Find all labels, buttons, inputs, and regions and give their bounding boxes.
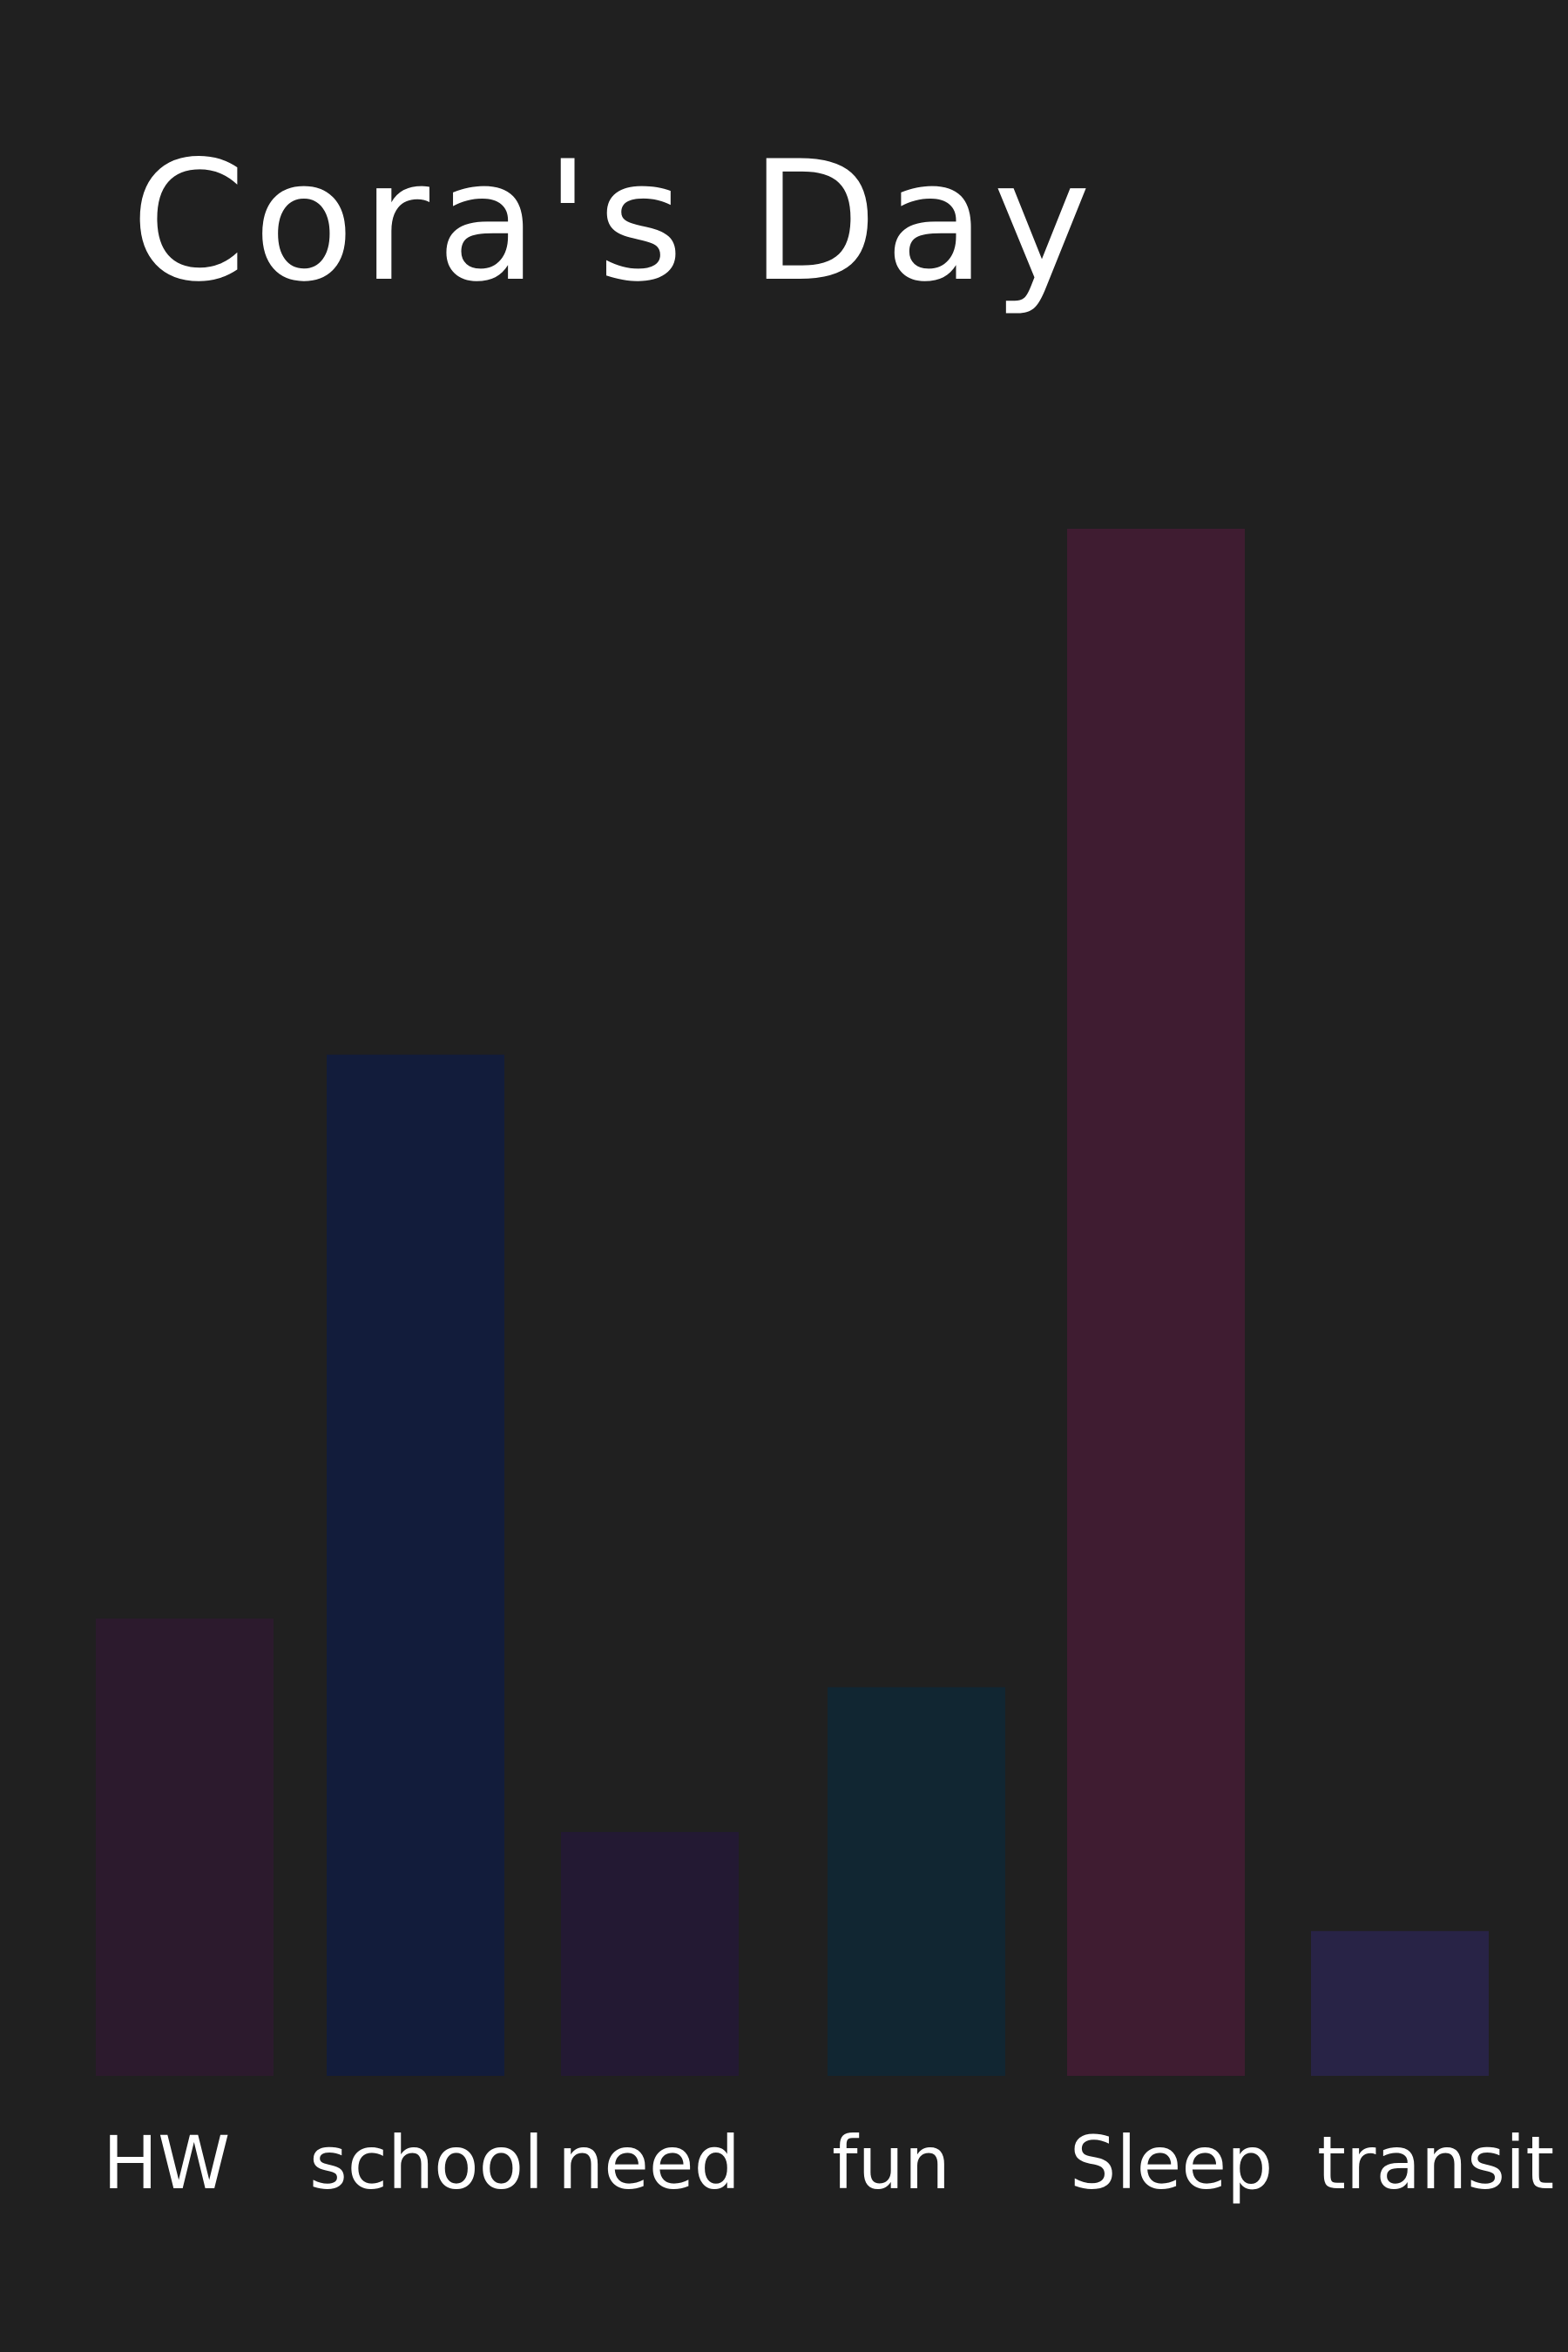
tick-label-fun: fun — [832, 2120, 950, 2206]
bar-fun — [828, 1686, 1005, 2076]
bar-hw — [96, 1619, 274, 2076]
chart-title: Cora's Day — [131, 125, 1098, 318]
tick-label-need: need — [558, 2120, 740, 2206]
tick-labels-group: HW school need fun Sleep transit — [103, 2120, 1554, 2206]
bar-need — [561, 1832, 739, 2076]
tick-label-hw: HW — [103, 2120, 230, 2206]
bar-transit — [1311, 1930, 1489, 2076]
tick-label-school: school — [309, 2120, 544, 2206]
tick-label-sleep: Sleep — [1070, 2120, 1273, 2206]
bar-school — [327, 1054, 504, 2076]
tick-label-transit: transit — [1317, 2120, 1554, 2206]
bars-group — [96, 529, 1489, 2076]
bar-sleep — [1067, 529, 1245, 2076]
